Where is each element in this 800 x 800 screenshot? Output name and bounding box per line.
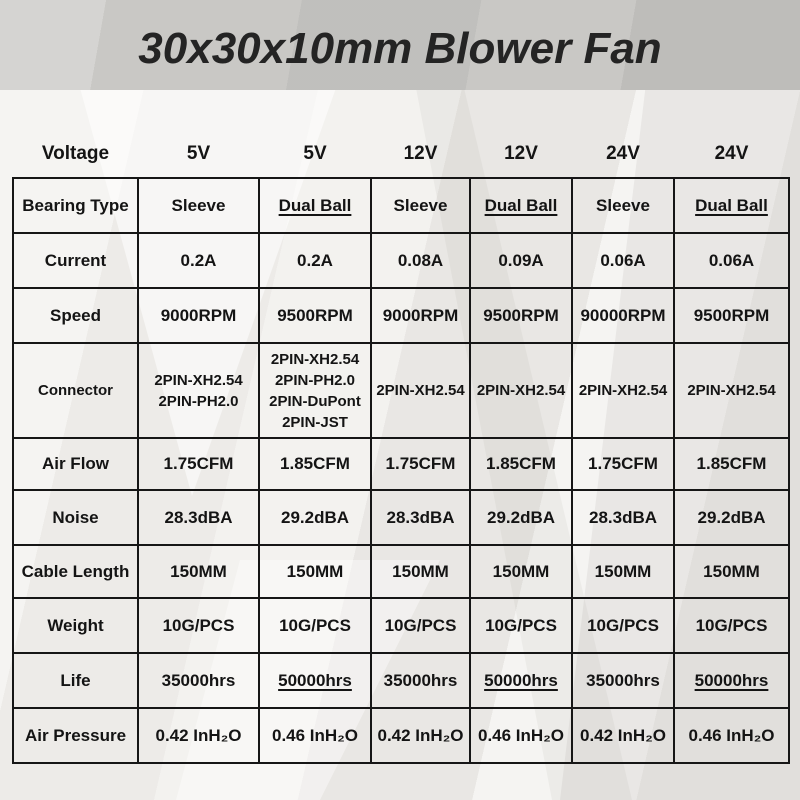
page-title: 30x30x10mm Blower Fan — [138, 24, 662, 73]
table-cell: 90000RPM — [571, 287, 675, 344]
table-cell: 1.85CFM — [469, 437, 573, 491]
table-cell: 10G/PCS — [258, 597, 372, 654]
table-cell: 1.75CFM — [137, 437, 260, 491]
table-cell: 10G/PCS — [673, 597, 790, 654]
table-cell: 1.85CFM — [258, 437, 372, 491]
table-cell: 10G/PCS — [571, 597, 675, 654]
table-cell: 2PIN-XH2.54 — [370, 342, 471, 439]
table-row-connector: Connector 2PIN-XH2.54 2PIN-PH2.0 2PIN-XH… — [12, 342, 790, 439]
table-cell: 2PIN-XH2.54 2PIN-PH2.0 2PIN-DuPont 2PIN-… — [258, 342, 372, 439]
table-cell: Dual Ball — [469, 177, 573, 234]
table-cell: 1.75CFM — [571, 437, 675, 491]
row-label: Weight — [12, 597, 139, 654]
table-row-weight: Weight 10G/PCS 10G/PCS 10G/PCS 10G/PCS 1… — [12, 597, 790, 654]
row-label: Connector — [12, 342, 139, 439]
table-cell: 9500RPM — [673, 287, 790, 344]
row-label: Cable Length — [12, 544, 139, 599]
table-cell: 2PIN-XH2.54 2PIN-PH2.0 — [137, 342, 260, 439]
table-cell: 28.3dBA — [137, 489, 260, 546]
table-cell: 0.42 InH₂O — [571, 707, 675, 764]
voltage-value: 12V — [504, 142, 538, 164]
table-cell: Dual Ball — [258, 177, 372, 234]
table-row-speed: Speed 9000RPM 9500RPM 9000RPM 9500RPM 90… — [12, 287, 790, 344]
table-cell: 0.46 InH₂O — [469, 707, 573, 764]
table-row-life: Life 35000hrs 50000hrs 35000hrs 50000hrs… — [12, 652, 790, 709]
table-cell: 50000hrs — [258, 652, 372, 709]
table-cell: 0.06A — [571, 232, 675, 289]
table-cell: 29.2dBA — [469, 489, 573, 546]
table-cell: 150MM — [673, 544, 790, 599]
table-cell: 35000hrs — [370, 652, 471, 709]
table-cell: 2PIN-XH2.54 — [469, 342, 573, 439]
table-cell: 0.46 InH₂O — [258, 707, 372, 764]
voltage-value: 5V — [303, 142, 327, 164]
table-cell: 0.42 InH₂O — [137, 707, 260, 764]
table-cell: 0.2A — [258, 232, 372, 289]
table-cell: 150MM — [571, 544, 675, 599]
table-cell: 0.06A — [673, 232, 790, 289]
row-label: Speed — [12, 287, 139, 344]
row-label: Bearing Type — [12, 177, 139, 234]
table-cell: 9000RPM — [370, 287, 471, 344]
row-label: Current — [12, 232, 139, 289]
table-cell: 0.08A — [370, 232, 471, 289]
row-label: Voltage — [41, 142, 110, 164]
title-banner: 30x30x10mm Blower Fan — [0, 0, 800, 90]
voltage-value: 5V — [186, 142, 211, 164]
table-cell: 28.3dBA — [571, 489, 675, 546]
table-cell: 35000hrs — [571, 652, 675, 709]
table-cell: 2PIN-XH2.54 — [673, 342, 790, 439]
table-cell: 10G/PCS — [469, 597, 573, 654]
table-cell: 1.75CFM — [370, 437, 471, 491]
table-cell: 29.2dBA — [673, 489, 790, 546]
table-cell: 10G/PCS — [137, 597, 260, 654]
table-cell: 150MM — [469, 544, 573, 599]
table-cell: 0.09A — [469, 232, 573, 289]
table-cell: Sleeve — [137, 177, 260, 234]
row-label: Air Pressure — [12, 707, 139, 764]
table-cell: 9500RPM — [469, 287, 573, 344]
table-cell: 150MM — [137, 544, 260, 599]
table-cell: 150MM — [370, 544, 471, 599]
banner-pattern — [0, 0, 800, 90]
table-cell: 9000RPM — [137, 287, 260, 344]
table-cell: 28.3dBA — [370, 489, 471, 546]
table-cell: 35000hrs — [137, 652, 260, 709]
table-row-cable-length: Cable Length 150MM 150MM 150MM 150MM 150… — [12, 544, 790, 599]
table-cell: 2PIN-XH2.54 — [571, 342, 675, 439]
table-row-current: Current 0.2A 0.2A 0.08A 0.09A 0.06A 0.06… — [12, 232, 790, 289]
table-row-air-pressure: Air Pressure 0.42 InH₂O 0.46 InH₂O 0.42 … — [12, 707, 790, 764]
table-cell: 50000hrs — [469, 652, 573, 709]
table-cell: 9500RPM — [258, 287, 372, 344]
table-cell: 0.46 InH₂O — [673, 707, 790, 764]
table-row-noise: Noise 28.3dBA 29.2dBA 28.3dBA 29.2dBA 28… — [12, 489, 790, 546]
row-label: Noise — [12, 489, 139, 546]
voltage-value: 12V — [403, 142, 438, 164]
row-label: Air Flow — [12, 437, 139, 491]
table-cell: 0.42 InH₂O — [370, 707, 471, 764]
voltage-value: 24V — [714, 142, 749, 164]
table-cell: 29.2dBA — [258, 489, 372, 546]
table-cell: Sleeve — [571, 177, 675, 234]
voltage-value: 24V — [606, 142, 640, 164]
table-cell: Dual Ball — [673, 177, 790, 234]
table-cell: Sleeve — [370, 177, 471, 234]
table-row-bearing-type: Bearing Type Sleeve Dual Ball Sleeve Dua… — [12, 177, 790, 234]
table-row-air-flow: Air Flow 1.75CFM 1.85CFM 1.75CFM 1.85CFM… — [12, 437, 790, 491]
table-cell: 10G/PCS — [370, 597, 471, 654]
table-cell: 50000hrs — [673, 652, 790, 709]
table-cell: 0.2A — [137, 232, 260, 289]
voltage-header-row: Voltage 5V 5V 12V 12V 24V 24V — [13, 130, 789, 178]
row-label: Life — [12, 652, 139, 709]
table-cell: 1.85CFM — [673, 437, 790, 491]
spec-table: Voltage 5V 5V 12V 12V 24V 24V Bearing Ty… — [12, 130, 790, 764]
table-cell: 150MM — [258, 544, 372, 599]
